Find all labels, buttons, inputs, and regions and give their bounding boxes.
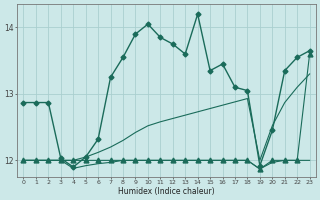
X-axis label: Humidex (Indice chaleur): Humidex (Indice chaleur) [118,187,215,196]
